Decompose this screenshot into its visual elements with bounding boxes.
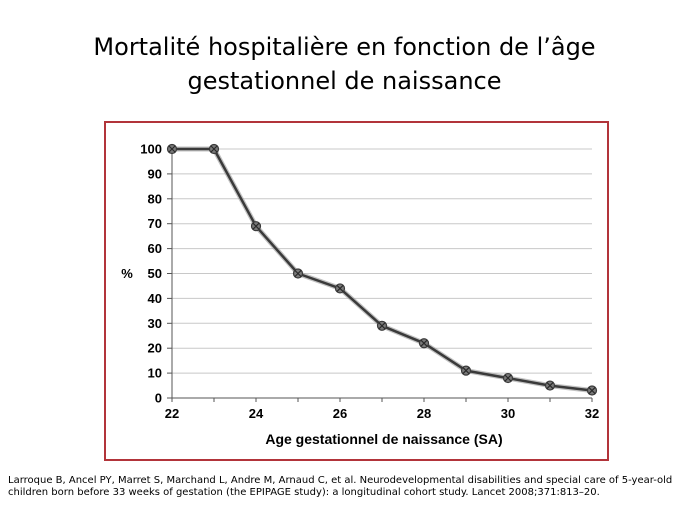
x-tick-label-26: 26 xyxy=(333,406,347,421)
data-point-cross-28 xyxy=(420,339,428,347)
series-line xyxy=(172,147,593,392)
y-axis-label: % xyxy=(121,266,133,281)
data-point-cross-31 xyxy=(546,382,554,389)
x-tick-label-28: 28 xyxy=(417,406,431,421)
y-tick-label-80: 80 xyxy=(148,191,162,206)
x-tick-label-24: 24 xyxy=(249,406,264,421)
y-tick-label-90: 90 xyxy=(148,166,162,181)
x-axis-label: Age gestationnel de naissance (SA) xyxy=(265,431,502,447)
data-point-cross-23 xyxy=(210,145,218,153)
data-point-cross-24 xyxy=(252,222,260,230)
y-tick-label-100: 100 xyxy=(140,142,162,157)
y-tick-label-30: 30 xyxy=(148,316,162,331)
gridlines xyxy=(172,148,592,374)
chart-frame: 0 10 20 30 40 50 60 70 80 90 100 22 24 26 28 30 32 % Ag… xyxy=(104,121,609,461)
y-tick-label-20: 20 xyxy=(148,341,162,356)
title-line-1: Mortalité hospitalière en fonction de l’… xyxy=(93,33,596,61)
data-point-cross-30 xyxy=(504,374,512,382)
data-point-cross-27 xyxy=(378,322,386,330)
data-point-cross-29 xyxy=(462,367,470,375)
y-tick-label-40: 40 xyxy=(148,291,162,306)
data-point-cross-25 xyxy=(294,270,302,277)
mortality-line-chart: 0 10 20 30 40 50 60 70 80 90 100 22 24 26 28 30 32 % Ag… xyxy=(121,142,599,448)
y-tick-label-10: 10 xyxy=(148,366,162,381)
axes xyxy=(167,148,593,402)
x-tick-label-32: 32 xyxy=(585,406,599,421)
data-point-cross-26 xyxy=(336,285,344,292)
y-tick-label-70: 70 xyxy=(148,216,162,231)
citation-text: Larroque B, Ancel PY, Marret S, Marchand… xyxy=(8,475,673,498)
slide-title: Mortalité hospitalière en fonction de l’… xyxy=(0,30,689,98)
data-series xyxy=(166,143,598,396)
x-tick-label-22: 22 xyxy=(165,406,179,421)
data-point-cross-22 xyxy=(168,145,176,153)
data-point-cross-32 xyxy=(588,387,596,394)
y-tick-label-0: 0 xyxy=(155,391,162,406)
y-tick-label-50: 50 xyxy=(148,266,162,281)
x-tick-labels: 22 24 26 28 30 32 xyxy=(165,406,599,421)
x-tick-label-30: 30 xyxy=(501,406,515,421)
y-tick-labels: 0 10 20 30 40 50 60 70 80 90 100 xyxy=(140,142,162,406)
y-tick-label-60: 60 xyxy=(148,241,162,256)
title-line-2: gestationnel de naissance xyxy=(187,67,502,95)
